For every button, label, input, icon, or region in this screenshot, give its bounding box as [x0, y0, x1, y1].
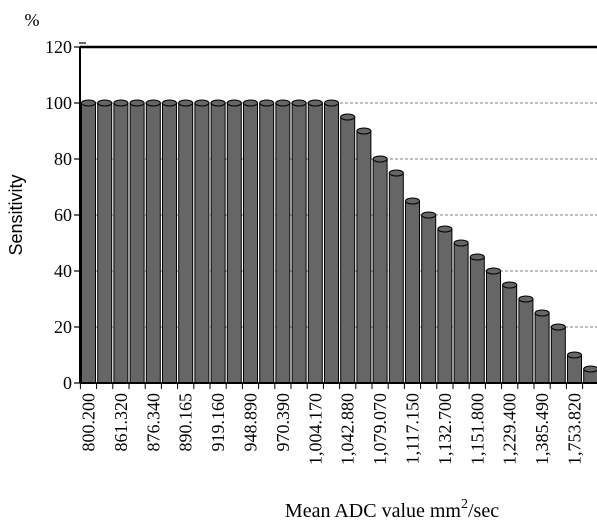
bar — [97, 99, 113, 384]
bar — [356, 127, 372, 384]
bar — [324, 99, 339, 384]
x-tick-label: 1,117.150 — [403, 393, 423, 464]
bar — [129, 99, 145, 384]
x-tick-label: 1,004.170 — [305, 393, 325, 465]
x-tick-label: 1,132.700 — [435, 393, 455, 465]
bar — [486, 267, 501, 384]
x-tick-label: 861.320 — [111, 393, 131, 452]
y-tick-labels: 0 20 40 60 80 100 120 — [45, 37, 72, 393]
bars — [81, 99, 597, 384]
y-tick-label: 0 — [63, 373, 72, 393]
bar — [437, 225, 453, 384]
x-tick-label: 1,229.400 — [500, 393, 520, 465]
bar — [259, 99, 275, 384]
bar — [145, 99, 161, 384]
axes — [74, 42, 597, 389]
x-tick-label: 876.340 — [143, 393, 163, 452]
x-axis-title-suffix: /sec — [468, 500, 499, 522]
bar — [291, 99, 307, 384]
bar — [502, 281, 518, 384]
bar — [583, 365, 597, 384]
bar — [226, 99, 242, 384]
bar — [518, 295, 534, 384]
bar — [194, 99, 210, 384]
x-axis-title-main: Mean ADC value mm — [285, 500, 462, 522]
bar — [113, 99, 129, 384]
bar — [275, 99, 291, 384]
bar — [550, 323, 566, 384]
x-tick-label: 890.165 — [176, 393, 196, 452]
bar — [469, 253, 485, 384]
y-tick-label: 20 — [54, 317, 72, 337]
bar — [372, 155, 388, 384]
y-axis-title: Sensitivity — [6, 174, 26, 255]
bar — [307, 99, 323, 384]
x-tick-label: 1,151.800 — [467, 393, 487, 465]
unit-label: % — [25, 10, 40, 30]
bar — [178, 99, 194, 384]
bar — [453, 239, 469, 384]
y-tick-label: 80 — [54, 149, 72, 169]
x-tick-label: 1,385.490 — [532, 393, 552, 465]
y-tick-label: 60 — [54, 205, 72, 225]
x-tick-label: 1,079.070 — [370, 393, 390, 465]
bar — [567, 351, 582, 384]
bar — [243, 99, 258, 384]
bar — [534, 309, 550, 384]
bar — [388, 169, 404, 384]
x-tick-label: 1,042.880 — [338, 393, 358, 465]
x-tick-label: 948.890 — [241, 393, 261, 452]
bar — [421, 211, 437, 384]
y-tick-label: 100 — [45, 93, 72, 113]
x-tick-labels: 800.200 861.320 876.340 890.165 919.160 948.8… — [79, 393, 585, 465]
bar — [81, 99, 96, 384]
bar — [340, 113, 356, 384]
x-tick-label: 919.160 — [208, 393, 228, 452]
bar — [405, 197, 420, 384]
y-tick-label: 120 — [45, 37, 72, 57]
bar — [210, 99, 226, 384]
x-axis-title-sup: 2 — [461, 497, 468, 512]
x-tick-label: 1,753.820 — [565, 393, 585, 465]
bar — [162, 99, 177, 384]
y-tick-label: 40 — [54, 261, 72, 281]
x-tick-label: 800.200 — [79, 393, 99, 452]
x-axis-title: Mean ADC value mm2/sec — [285, 497, 499, 522]
x-tick-label: 970.390 — [273, 393, 293, 452]
